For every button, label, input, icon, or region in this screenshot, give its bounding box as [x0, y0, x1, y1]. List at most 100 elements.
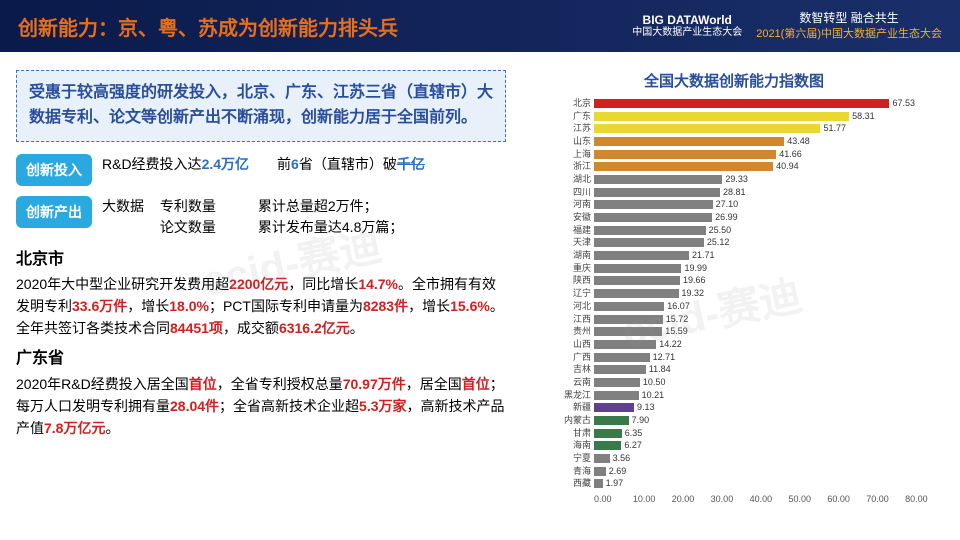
- bar-value: 7.90: [632, 415, 650, 425]
- x-axis: 0.0010.0020.0030.0040.0050.0060.0070.008…: [562, 494, 944, 504]
- bar-track: 58.31: [594, 112, 944, 121]
- bar-label: 云南: [562, 378, 594, 387]
- bar-value: 3.56: [613, 453, 631, 463]
- bar: [594, 378, 640, 387]
- bar-track: 67.53: [594, 99, 944, 108]
- bar-label: 重庆: [562, 264, 594, 273]
- bar-value: 51.77: [823, 123, 846, 133]
- bar-row: 湖北 29.33: [562, 173, 944, 186]
- bar-track: 6.27: [594, 441, 944, 450]
- bar: [594, 289, 679, 298]
- bar: [594, 150, 776, 159]
- bar-track: 9.13: [594, 403, 944, 412]
- bar-value: 41.66: [779, 149, 802, 159]
- bar-row: 江西 15.72: [562, 313, 944, 326]
- bar-value: 10.50: [643, 377, 666, 387]
- bar: [594, 416, 629, 425]
- bar-track: 40.94: [594, 162, 944, 171]
- bar-value: 25.12: [707, 237, 730, 247]
- bar-value: 6.27: [624, 440, 642, 450]
- bar-row: 山西14.22: [562, 338, 944, 351]
- bar: [594, 454, 610, 463]
- bar-value: 19.66: [683, 275, 706, 285]
- input-text: R&D经费投入达2.4万亿 前6省（直辖市）破千亿: [102, 154, 506, 175]
- bar-row: 新疆9.13: [562, 402, 944, 415]
- bar: [594, 112, 849, 121]
- bar: [594, 353, 650, 362]
- bar-label: 湖北: [562, 175, 594, 184]
- bar-value: 1.97: [606, 478, 624, 488]
- bar-value: 43.48: [787, 136, 810, 146]
- intro-box: 受惠于较高强度的研发投入，北京、广东、江苏三省（直辖市）大数据专利、论文等创新产…: [16, 70, 506, 142]
- bar-row: 海南 6.27: [562, 440, 944, 453]
- bar-track: 19.32: [594, 289, 944, 298]
- bar-value: 14.22: [659, 339, 682, 349]
- bar-track: 25.50: [594, 226, 944, 235]
- bar-row: 宁夏3.56: [562, 452, 944, 465]
- bar-value: 15.72: [666, 314, 689, 324]
- bar-label: 浙江: [562, 162, 594, 171]
- bar-row: 浙江40.94: [562, 160, 944, 173]
- bar: [594, 365, 646, 374]
- bar-label: 海南: [562, 441, 594, 450]
- page-title: 创新能力：京、粤、苏成为创新能力排头兵: [18, 12, 398, 41]
- bar: [594, 124, 820, 133]
- beijing-text: 2020年大中型企业研究开发费用超2200亿元，同比增长14.7%。全市拥有有效…: [16, 274, 506, 339]
- bar: [594, 391, 639, 400]
- bar-value: 11.84: [649, 364, 671, 374]
- bar: [594, 238, 704, 247]
- bar-row: 上海41.66: [562, 148, 944, 161]
- bar-label: 福建: [562, 226, 594, 235]
- bar-row: 四川 28.81: [562, 186, 944, 199]
- logo-main: BIG DATAWorld: [632, 13, 742, 27]
- bar-row: 青海2.69: [562, 465, 944, 478]
- bar: [594, 276, 680, 285]
- bar: [594, 403, 634, 412]
- bar-track: 19.66: [594, 276, 944, 285]
- bar-chart: 北京67.53广东58.31江苏51.77山东43.48上海41.66浙江40.…: [524, 97, 944, 497]
- bar-value: 21.71: [692, 250, 715, 260]
- left-panel: 受惠于较高强度的研发投入，北京、广东、江苏三省（直辖市）大数据专利、论文等创新产…: [16, 70, 506, 497]
- beijing-block: 北京市 2020年大中型企业研究开发费用超2200亿元，同比增长14.7%。全市…: [16, 248, 506, 340]
- bar-value: 28.81: [723, 187, 746, 197]
- bar-row: 江苏 51.77: [562, 122, 944, 135]
- bar-row: 陕西19.66: [562, 275, 944, 288]
- bar-row: 湖南21.71: [562, 249, 944, 262]
- bar-track: 25.12: [594, 238, 944, 247]
- bar-track: 1.97: [594, 479, 944, 488]
- event-line2: 2021(第六届)中国大数据产业生态大会: [756, 27, 942, 41]
- bar-label: 江苏: [562, 124, 594, 133]
- bar-value: 12.71: [653, 352, 676, 362]
- bar-track: 6.35: [594, 429, 944, 438]
- bar-value: 16.07: [667, 301, 690, 311]
- logo-area: BIG DATAWorld 中国大数据产业生态大会 数智转型 融合共生 2021…: [632, 11, 942, 41]
- bar-value: 29.33: [725, 174, 748, 184]
- bar-track: 10.50: [594, 378, 944, 387]
- bar-track: 14.22: [594, 340, 944, 349]
- bar-track: 15.59: [594, 327, 944, 336]
- bar-label: 甘肃: [562, 429, 594, 438]
- bar: [594, 188, 720, 197]
- bar-track: 3.56: [594, 454, 944, 463]
- bar-value: 10.21: [642, 390, 665, 400]
- bar-track: 21.71: [594, 251, 944, 260]
- bar-value: 15.59: [665, 326, 688, 336]
- bar-row: 内蒙古7.90: [562, 414, 944, 427]
- bar-value: 9.13: [637, 402, 655, 412]
- guangdong-title: 广东省: [16, 347, 506, 372]
- header: 创新能力：京、粤、苏成为创新能力排头兵 BIG DATAWorld 中国大数据产…: [0, 0, 960, 52]
- bar: [594, 251, 689, 260]
- bar-label: 四川: [562, 188, 594, 197]
- bar-label: 贵州: [562, 327, 594, 336]
- bar-track: 28.81: [594, 188, 944, 197]
- bar-track: 2.69: [594, 467, 944, 476]
- bar: [594, 99, 889, 108]
- bar-track: 43.48: [594, 137, 944, 146]
- output-text: 大数据 专利数量 累计总量超2万件； 论文数量 累计发布量达4.8万篇；: [102, 196, 506, 238]
- bar: [594, 302, 664, 311]
- innovation-output-row: 创新产出 大数据 专利数量 累计总量超2万件； 论文数量 累计发布量达4.8万篇…: [16, 196, 506, 238]
- bar-track: 27.10: [594, 200, 944, 209]
- bar-value: 27.10: [716, 199, 739, 209]
- bar-label: 江西: [562, 315, 594, 324]
- bar-row: 甘肃6.35: [562, 427, 944, 440]
